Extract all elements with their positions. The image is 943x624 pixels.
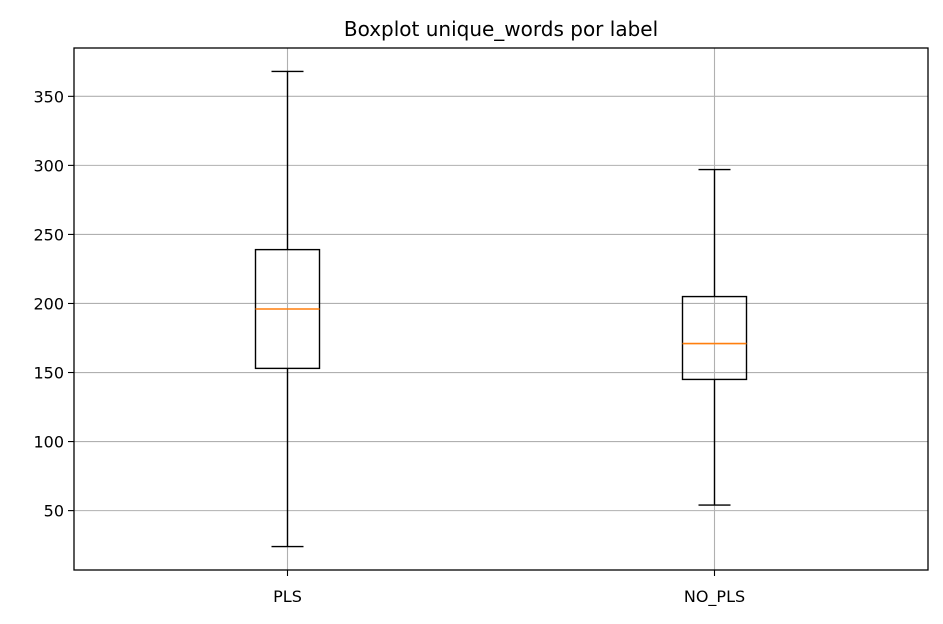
x-tick-label: NO_PLS <box>684 587 745 607</box>
chart-title: Boxplot unique_words por label <box>344 17 658 41</box>
y-tick-label: 350 <box>33 87 64 106</box>
box-pls <box>254 70 321 548</box>
plot-frame <box>73 47 929 571</box>
x-tick-label: PLS <box>273 587 302 606</box>
iqr-box <box>681 295 748 381</box>
y-tick-label: 300 <box>33 156 64 175</box>
y-tick-label: 100 <box>33 433 64 452</box>
y-tick-label: 200 <box>33 294 64 313</box>
y-tick-label: 250 <box>33 225 64 244</box>
grid-lines <box>74 48 928 570</box>
y-tick-label: 50 <box>44 502 64 521</box>
axes: 50 100 150 200 250 300 350 PLS NO_PLS <box>33 87 745 607</box>
box-layer <box>254 70 748 548</box>
y-tick-label: 150 <box>33 364 64 383</box>
box-no-pls <box>681 168 748 506</box>
